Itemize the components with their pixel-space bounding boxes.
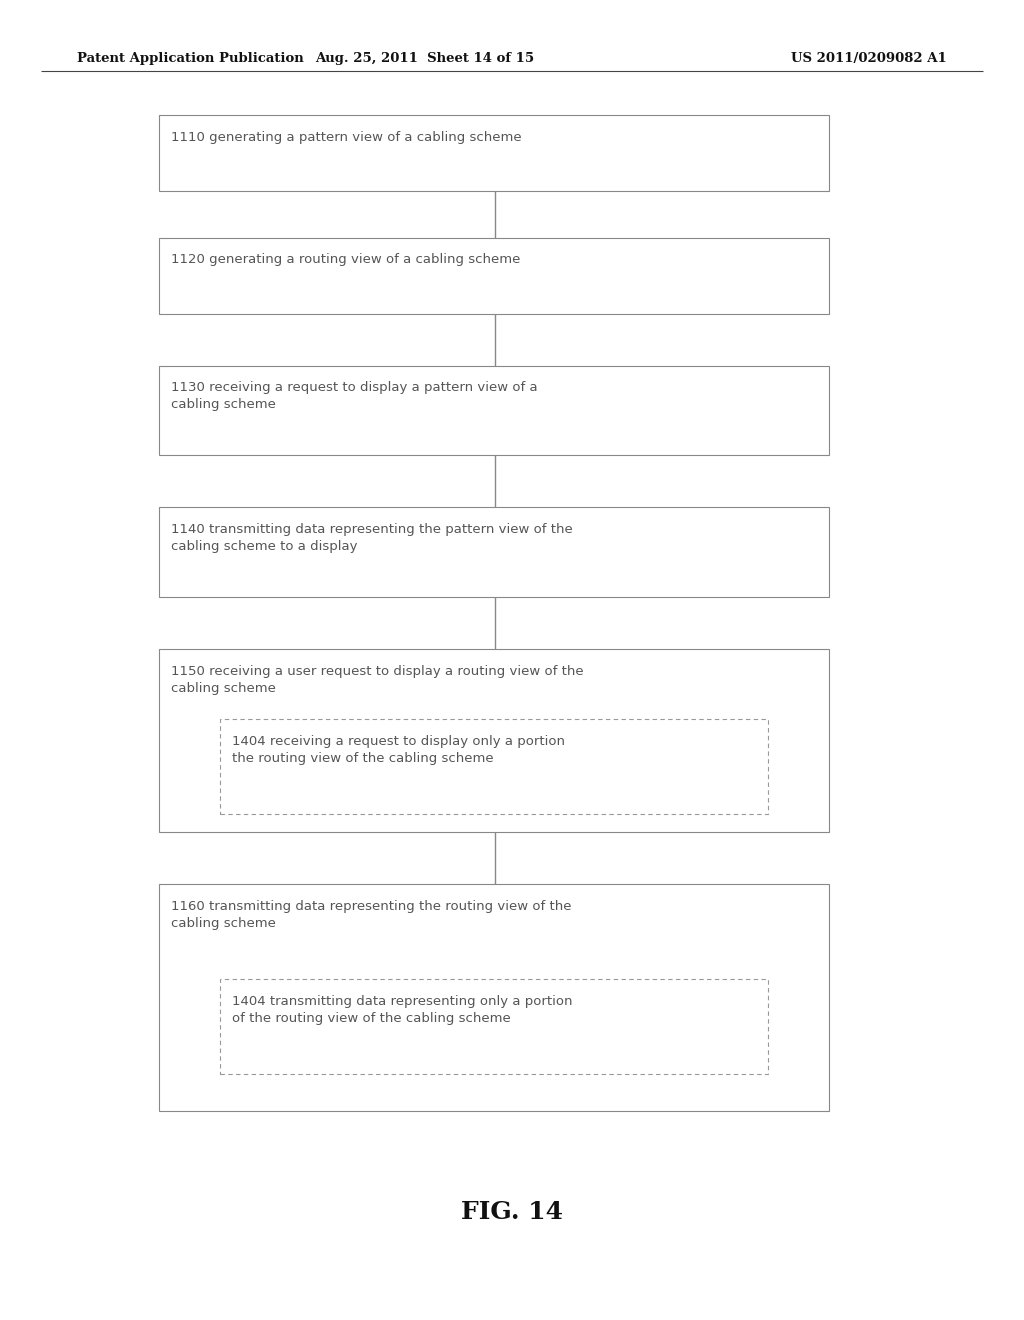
Bar xyxy=(159,649,829,832)
Text: 1404 transmitting data representing only a portion
of the routing view of the ca: 1404 transmitting data representing only… xyxy=(232,995,573,1026)
Text: 1160 transmitting data representing the routing view of the
cabling scheme: 1160 transmitting data representing the … xyxy=(171,900,571,931)
Text: 1130 receiving a request to display a pattern view of a
cabling scheme: 1130 receiving a request to display a pa… xyxy=(171,381,538,412)
Bar xyxy=(159,238,829,314)
Text: 1140 transmitting data representing the pattern view of the
cabling scheme to a : 1140 transmitting data representing the … xyxy=(171,523,572,553)
Text: 1120 generating a routing view of a cabling scheme: 1120 generating a routing view of a cabl… xyxy=(171,253,520,267)
Text: US 2011/0209082 A1: US 2011/0209082 A1 xyxy=(792,51,947,65)
Text: Aug. 25, 2011  Sheet 14 of 15: Aug. 25, 2011 Sheet 14 of 15 xyxy=(315,51,535,65)
Bar xyxy=(220,979,768,1074)
Bar xyxy=(159,366,829,455)
Bar xyxy=(220,719,768,814)
Text: 1110 generating a pattern view of a cabling scheme: 1110 generating a pattern view of a cabl… xyxy=(171,131,521,144)
Bar xyxy=(159,115,829,191)
Text: FIG. 14: FIG. 14 xyxy=(461,1200,563,1224)
Text: 1404 receiving a request to display only a portion
the routing view of the cabli: 1404 receiving a request to display only… xyxy=(232,735,565,766)
Text: Patent Application Publication: Patent Application Publication xyxy=(77,51,303,65)
Text: 1150 receiving a user request to display a routing view of the
cabling scheme: 1150 receiving a user request to display… xyxy=(171,665,584,696)
Bar xyxy=(159,884,829,1111)
Bar xyxy=(159,507,829,597)
